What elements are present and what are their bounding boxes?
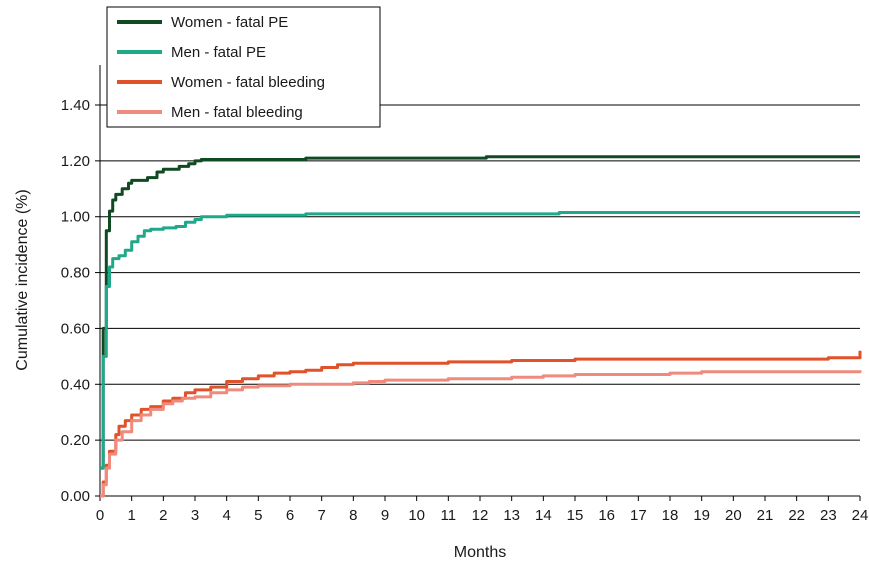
x-tick-label: 1	[127, 507, 135, 524]
series-line-0	[100, 155, 860, 470]
x-tick-label: 8	[349, 507, 357, 524]
series-lines	[100, 155, 862, 498]
x-tick-labels: 0 1 2 3 4 5 6 7 8 9 10 11 12 13 14 15 16 17 18 19 20 21 22 23 24	[96, 496, 869, 524]
x-tick-label: 9	[381, 507, 389, 524]
x-tick-label: 24	[852, 507, 869, 524]
x-tick-label: 22	[788, 507, 805, 524]
y-tick-label: 0.80	[61, 265, 90, 282]
y-tick-label: 0.00	[61, 488, 90, 505]
x-tick-label: 23	[820, 507, 837, 524]
x-tick-label: 4	[222, 507, 230, 524]
y-axis-title: Cumulative incidence (%)	[14, 189, 31, 370]
legend-label-1: Men - fatal PE	[171, 44, 266, 61]
y-tick-label: 0.40	[61, 376, 90, 393]
series-line-3	[100, 370, 862, 498]
x-tick-label: 15	[567, 507, 584, 524]
x-tick-label: 3	[191, 507, 199, 524]
x-tick-label: 6	[286, 507, 294, 524]
legend-label-0: Women - fatal PE	[171, 14, 288, 31]
x-tick-label: 21	[757, 507, 774, 524]
y-tick-label: 1.40	[61, 97, 90, 114]
x-tick-label: 11	[441, 507, 457, 524]
legend: Women - fatal PE Men - fatal PE Women - fa…	[106, 6, 381, 128]
y-tick-label: 1.20	[61, 153, 90, 170]
axes	[99, 65, 860, 497]
x-tick-label: 17	[630, 507, 647, 524]
y-tick-label: 0.60	[61, 320, 90, 337]
x-tick-label: 18	[662, 507, 679, 524]
x-tick-label: 14	[535, 507, 552, 524]
series-line-1	[100, 211, 860, 470]
x-tick-label: 16	[598, 507, 615, 524]
x-tick-label: 20	[725, 507, 742, 524]
legend-box	[106, 6, 381, 128]
x-tick-label: 12	[472, 507, 489, 524]
x-tick-label: 5	[254, 507, 262, 524]
y-tick-label: 1.00	[61, 209, 90, 226]
x-tick-label: 10	[408, 507, 425, 524]
x-tick-label: 2	[159, 507, 167, 524]
x-axis-title: Months	[454, 544, 506, 561]
legend-label-3: Men - fatal bleeding	[171, 104, 303, 121]
x-tick-label: 19	[693, 507, 710, 524]
x-tick-label: 0	[96, 507, 104, 524]
x-tick-label: 7	[317, 507, 325, 524]
y-tick-label: 0.20	[61, 432, 90, 449]
legend-label-2: Women - fatal bleeding	[171, 74, 325, 91]
legend-items: Women - fatal PE Men - fatal PE Women - fa…	[117, 14, 325, 121]
x-tick-label: 13	[503, 507, 520, 524]
series-line-2	[100, 350, 862, 498]
y-tick-labels: 0.00 0.20 0.40 0.60 0.80 1.00 1.20 1.40	[61, 97, 100, 505]
